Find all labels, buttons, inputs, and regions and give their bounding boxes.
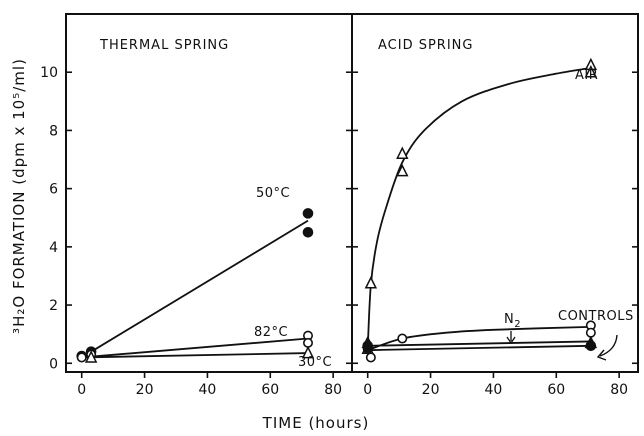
y-tick-label: 6: [49, 182, 58, 198]
series-line: [366, 66, 592, 349]
label-n2: N2: [504, 312, 521, 330]
series-line: [367, 340, 591, 347]
x-tick-label: 60: [547, 382, 565, 398]
triangle-marker: [364, 276, 378, 289]
filled-circle-marker: [302, 226, 314, 238]
y-axis-label: ³H₂O FORMATION (dpm x 10⁵/ml): [10, 58, 28, 334]
triangle-marker: [301, 345, 315, 359]
y-tick-label: 0: [49, 356, 58, 372]
y-tick-label: 8: [49, 123, 58, 139]
controls-arrow-head: [596, 349, 607, 361]
triangle-marker: [396, 163, 409, 177]
axis-ticks: 0 20 40 60 80 0 2 4 6 8 10 0 20 40 60 80: [40, 65, 638, 398]
label-82c: 82°C: [254, 325, 288, 340]
controls-arrow: [599, 334, 618, 357]
triangle-marker: [584, 65, 598, 78]
series-line: [81, 337, 309, 359]
x-tick-label: 80: [610, 382, 628, 398]
x-tick-label: 40: [199, 382, 217, 398]
open-circle-marker: [76, 352, 87, 363]
plot-frame: [65, 13, 639, 373]
x-tick-label: 60: [261, 382, 279, 398]
open-circle-marker: [585, 327, 596, 338]
series-line: [81, 352, 309, 359]
y-tick-label: 2: [49, 298, 58, 314]
label-30c: 30°C: [298, 355, 332, 370]
series-line: [367, 344, 591, 352]
x-tick-label: 20: [136, 382, 154, 398]
data-markers: [76, 57, 598, 363]
series-line: [367, 325, 591, 352]
open-circle-marker: [365, 352, 376, 363]
open-circle-marker: [302, 337, 313, 348]
x-axis-label: TIME (hours): [262, 414, 370, 432]
triangle-marker: [84, 350, 98, 363]
x-tick-label: 80: [324, 382, 342, 398]
x-tick-label: 0: [77, 382, 86, 398]
left-panel-title: THERMAL SPRING: [99, 38, 229, 53]
x-tick-label: 20: [422, 382, 440, 398]
x-tick-label: 0: [363, 382, 372, 398]
open-circle-marker: [397, 333, 408, 344]
label-air: AIR: [575, 68, 598, 83]
y-tick-label: 10: [40, 65, 58, 81]
label-controls: CONTROLS: [558, 309, 634, 324]
series-lines: [81, 66, 592, 359]
y-tick-label: 4: [49, 240, 58, 256]
series-line: [81, 219, 309, 359]
triangle-marker: [396, 146, 409, 159]
n2-arrow-head: [506, 336, 516, 345]
label-50c: 50°C: [256, 186, 290, 201]
filled-circle-marker: [302, 208, 314, 219]
triangle-marker: [584, 335, 598, 349]
triangle-marker: [361, 335, 374, 349]
right-panel-title: ACID SPRING: [378, 38, 473, 53]
x-tick-label: 40: [485, 382, 503, 398]
